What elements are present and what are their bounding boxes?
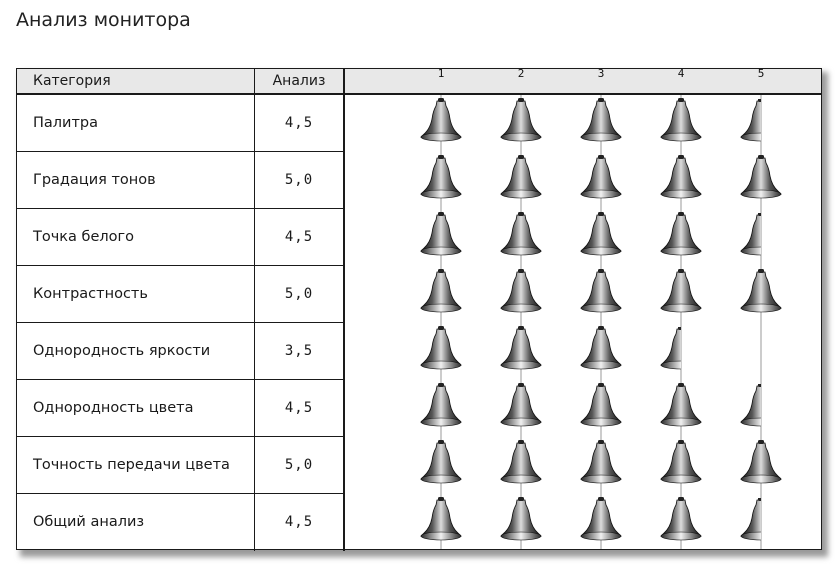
bell-icon [660, 212, 702, 256]
bell-icon [740, 384, 761, 427]
bell-icon [660, 440, 702, 484]
bell-icon [660, 327, 681, 370]
bell-icon [500, 212, 542, 256]
category-label: Точка белого [17, 209, 255, 265]
bell-icon [500, 98, 542, 142]
header-analysis: Анализ [255, 69, 345, 95]
x-axis-ticks: 1 2 3 4 5 [345, 67, 821, 95]
bell-icon [580, 440, 622, 484]
analysis-value: 3,5 [255, 323, 345, 379]
bell-icon [500, 383, 542, 427]
bell-icon [580, 155, 622, 199]
bell-icon [580, 212, 622, 256]
bell-icon [420, 440, 462, 484]
bell-icon [660, 269, 702, 313]
analysis-value: 5,0 [255, 152, 345, 208]
bell-icon [740, 213, 761, 256]
bell-icon [420, 383, 462, 427]
page-title: Анализ монитора [16, 9, 191, 31]
bell-icon [740, 155, 782, 199]
bell-icon [740, 99, 761, 142]
x-tick-label: 2 [517, 67, 525, 80]
category-label: Градация тонов [17, 152, 255, 208]
x-tick-label: 4 [677, 67, 685, 80]
bell-icon [580, 497, 622, 541]
bell-icon [740, 498, 761, 541]
table-row: Однородность яркости 3,5 [17, 323, 345, 380]
category-label: Однородность яркости [17, 323, 255, 379]
category-label: Контрастность [17, 266, 255, 322]
analysis-value: 4,5 [255, 494, 345, 551]
bell-icon [500, 155, 542, 199]
analysis-value: 4,5 [255, 209, 345, 265]
table-row: Точка белого 4,5 [17, 209, 345, 266]
header-category: Категория [17, 69, 255, 95]
bell-icon [580, 326, 622, 370]
bell-icon [500, 497, 542, 541]
bell-icon [740, 269, 782, 313]
bell-icon [420, 98, 462, 142]
bell-icon [580, 269, 622, 313]
category-label: Однородность цвета [17, 380, 255, 436]
category-label: Палитра [17, 95, 255, 151]
bell-icon [420, 326, 462, 370]
plot-canvas [420, 95, 782, 549]
analysis-value: 5,0 [255, 437, 345, 493]
x-tick-label: 5 [757, 67, 765, 80]
category-label: Общий анализ [17, 494, 255, 551]
analysis-value: 5,0 [255, 266, 345, 322]
table-row: Общий анализ 4,5 [17, 494, 345, 551]
bell-icon [420, 155, 462, 199]
bell-icon [660, 497, 702, 541]
table-row: Контрастность 5,0 [17, 266, 345, 323]
bell-icon [660, 155, 702, 199]
x-tick-label: 1 [437, 67, 445, 80]
table-row: Однородность цвета 4,5 [17, 380, 345, 437]
table-row: Градация тонов 5,0 [17, 152, 345, 209]
table-row: Палитра 4,5 [17, 95, 345, 152]
bell-icon [500, 326, 542, 370]
bell-icon [580, 98, 622, 142]
bell-icon [500, 269, 542, 313]
analysis-value: 4,5 [255, 380, 345, 436]
analysis-value: 4,5 [255, 95, 345, 151]
x-tick-label: 3 [597, 67, 605, 80]
bell-icon [740, 440, 782, 484]
bell-icon [580, 383, 622, 427]
table-row: Точность передачи цвета 5,0 [17, 437, 345, 494]
bell-icon [660, 98, 702, 142]
bell-icon [660, 383, 702, 427]
bell-icon [420, 269, 462, 313]
bell-icon [420, 212, 462, 256]
bell-icon [500, 440, 542, 484]
bell-rating-plot [345, 95, 821, 549]
bell-icon [420, 497, 462, 541]
category-label: Точность передачи цвета [17, 437, 255, 493]
